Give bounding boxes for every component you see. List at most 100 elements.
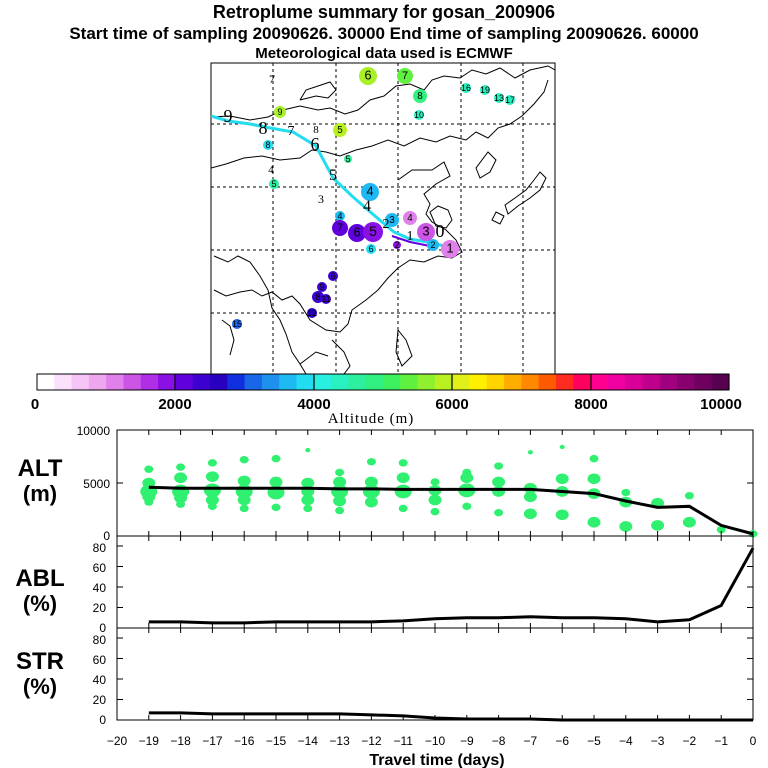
alt-cluster-point	[144, 498, 154, 506]
str-ytick-label: 40	[93, 673, 107, 687]
map-trajectory-dot	[332, 220, 348, 236]
alt-cluster-point	[621, 488, 631, 497]
str-ytick-label: 80	[93, 633, 107, 647]
map-trajectory-dot	[393, 241, 401, 249]
colorbar-cell	[140, 374, 159, 390]
map-dot-label: 5	[337, 125, 343, 136]
alt-cluster-point	[271, 454, 281, 463]
abl-panel-unit: (%)	[23, 591, 57, 616]
map-dot-label: 8	[265, 140, 270, 150]
x-tick-label: −7	[524, 734, 538, 748]
alt-cluster-point	[335, 506, 345, 515]
colorbar-cell	[625, 374, 644, 390]
map-dot-label: 9	[277, 107, 282, 117]
x-tick-label: −18	[170, 734, 191, 748]
map-trajectory-dot	[348, 224, 366, 242]
map-dot-label: 7	[402, 70, 408, 82]
map-day-label: 3	[318, 192, 324, 206]
map-dot-label: 11	[321, 294, 330, 304]
colorbar-tick: 10000	[700, 396, 742, 413]
colorbar-cell	[504, 374, 522, 390]
abl-ytick-label: 40	[93, 581, 107, 595]
colorbar-cell	[469, 374, 488, 390]
alt-cluster-point	[205, 471, 219, 482]
x-tick-label: −12	[361, 734, 382, 748]
colorbar-cell	[659, 374, 678, 390]
map-dot-label: 6	[330, 271, 335, 281]
alt-cluster-point	[398, 504, 408, 513]
map-trajectory-dot	[397, 68, 413, 84]
abl-ytick-label: 80	[93, 541, 107, 555]
x-tick-label: −10	[425, 734, 446, 748]
str-panel-frame	[116, 627, 754, 721]
str-ytick-label: 60	[93, 653, 107, 667]
alt-cluster-point	[494, 462, 504, 470]
map-trajectory-dot	[335, 211, 345, 221]
colorbar-tick: 6000	[435, 396, 468, 413]
map-trajectory-dot	[232, 319, 242, 329]
map-dot-label: 8	[315, 292, 320, 302]
map-day-label: 1	[407, 229, 414, 244]
alt-ytick-label: 0	[103, 529, 110, 543]
map-dot-label: 6	[368, 244, 373, 254]
map-trajectory-dot	[274, 106, 286, 118]
sampling-times: Start time of sampling 20090626. 30000 E…	[69, 24, 699, 43]
colorbar-cell	[417, 374, 436, 390]
map-dot-label: 19	[480, 85, 490, 95]
x-tick-label: −1	[714, 734, 728, 748]
alt-cluster-point	[619, 521, 633, 532]
alt-cluster-point	[207, 502, 217, 511]
str-ytick-label: 20	[93, 693, 107, 707]
colorbar-cell	[711, 374, 730, 390]
map-trajectory-dot	[333, 123, 347, 137]
alt-cluster-point	[430, 478, 440, 486]
map-dot-label: 6	[364, 69, 371, 83]
colorbar-cell	[71, 374, 90, 390]
alt-cluster-point	[494, 508, 504, 517]
alt-cluster-point	[333, 476, 347, 488]
map-trajectory-dot	[366, 244, 376, 254]
map-trajectory-dot	[414, 110, 424, 120]
colorbar-cell	[123, 374, 142, 390]
alt-cluster-point	[394, 484, 412, 499]
alt-cluster-point	[207, 459, 217, 467]
str-panel-unit: (%)	[23, 674, 57, 699]
abl-panel-frame	[116, 535, 754, 629]
map-dot-label: 4	[337, 211, 342, 221]
alt-ytick-label: 5000	[83, 477, 110, 491]
x-tick-label: −17	[202, 734, 223, 748]
alt-cluster-point	[682, 516, 696, 528]
colorbar-major-dividers	[174, 374, 592, 390]
map-dot-label: 2	[430, 240, 435, 250]
abl-line	[148, 547, 755, 625]
colorbar-cell	[521, 374, 540, 390]
map-day-label: 0	[436, 221, 445, 241]
map-trajectory-dot	[328, 271, 338, 281]
alt-cluster-point	[430, 507, 440, 516]
alt-cluster-point	[366, 458, 376, 466]
map-day-label: 4	[268, 164, 274, 176]
mean-trajectory-path	[211, 114, 453, 250]
abl-panel-label: ABL	[15, 565, 64, 592]
map-day-label: 4	[363, 198, 371, 215]
colorbar-cell	[192, 374, 211, 390]
x-tick-label: −4	[619, 734, 633, 748]
colorbar-tick: 4000	[297, 396, 330, 413]
x-tick-label: −6	[555, 734, 569, 748]
colorbar-cell	[227, 374, 246, 390]
colorbar-cell	[348, 374, 367, 390]
map-dot-label: 12	[307, 308, 317, 318]
alt-cluster-point	[396, 472, 410, 484]
map-trajectory-dot	[427, 239, 439, 251]
colorbar-cell	[88, 374, 107, 390]
map-trajectory-dot	[417, 223, 435, 241]
alt-cluster-point	[205, 494, 219, 506]
alt-panel-unit: (m)	[23, 481, 57, 506]
x-tick-label: −14	[298, 734, 319, 748]
map-dot-label: 3	[389, 215, 395, 226]
map-day-label: 6	[311, 134, 320, 154]
colorbar-cell	[313, 374, 332, 390]
abl-ytick-label: 0	[99, 621, 106, 635]
